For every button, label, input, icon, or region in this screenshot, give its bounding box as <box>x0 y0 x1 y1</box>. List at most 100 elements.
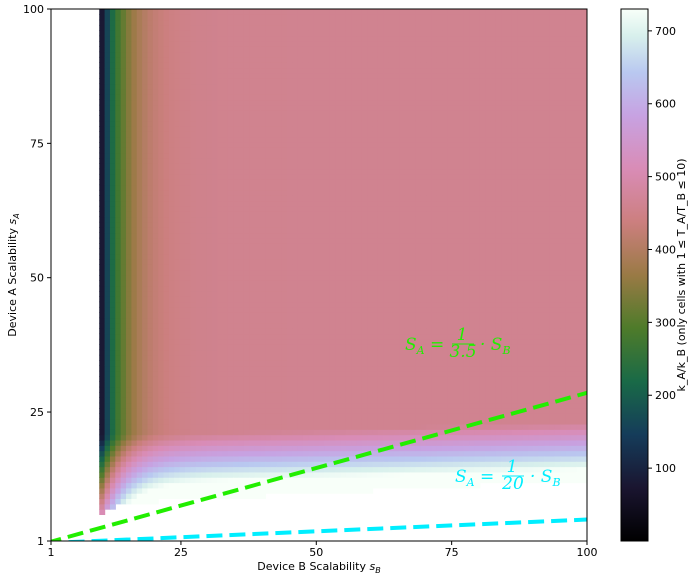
heatmap-cell <box>302 381 309 388</box>
heatmap-cell <box>227 99 234 106</box>
heatmap-cell <box>136 418 143 425</box>
heatmap-cell <box>340 466 347 473</box>
heatmap-cell <box>345 211 352 218</box>
heatmap-cell <box>174 184 181 191</box>
heatmap-cell <box>372 354 379 361</box>
heatmap-cell <box>356 189 363 196</box>
heatmap-cell <box>174 370 181 377</box>
heatmap-cell <box>179 72 186 79</box>
heatmap-cell <box>206 9 213 15</box>
heatmap-cell <box>233 450 240 457</box>
heatmap-cell <box>201 216 208 223</box>
heatmap-cell <box>308 259 315 265</box>
heatmap-cell <box>142 83 149 90</box>
heatmap-cell <box>383 104 390 111</box>
heatmap-cell <box>131 152 138 159</box>
heatmap-cell <box>142 285 149 292</box>
heatmap-cell <box>329 88 336 95</box>
heatmap-cell <box>377 360 384 367</box>
heatmap-cell <box>163 173 170 180</box>
heatmap-cell <box>270 312 277 319</box>
heatmap-cell <box>120 110 127 116</box>
heatmap-cell <box>195 402 202 409</box>
heatmap-cell <box>351 269 358 276</box>
heatmap-cell <box>120 376 127 382</box>
heatmap-cell <box>377 269 384 276</box>
heatmap-cell <box>195 72 202 79</box>
heatmap-cell <box>131 306 138 313</box>
heatmap-cell <box>367 62 374 69</box>
heatmap-cell <box>249 418 256 425</box>
heatmap-cell <box>115 317 122 324</box>
heatmap-cell <box>286 322 293 329</box>
heatmap-cell <box>243 72 250 79</box>
heatmap-cell <box>345 333 352 340</box>
heatmap-cell <box>126 455 132 462</box>
heatmap-cell <box>361 338 368 345</box>
heatmap-cell <box>345 290 352 297</box>
heatmap-cell <box>222 126 229 132</box>
heatmap-cell <box>227 445 234 452</box>
heatmap-cell <box>297 402 304 409</box>
heatmap-cell <box>163 152 170 159</box>
heatmap-cell <box>302 72 309 79</box>
heatmap-cell <box>243 237 250 244</box>
heatmap-cell <box>345 104 352 111</box>
heatmap-cell <box>254 413 261 420</box>
heatmap-cell <box>319 418 325 425</box>
heatmap-cell <box>142 62 149 69</box>
heatmap-cell <box>292 115 299 122</box>
heatmap-cell <box>297 354 304 361</box>
heatmap-cell <box>136 195 143 202</box>
heatmap-cell <box>163 195 170 202</box>
heatmap-cell <box>372 46 379 53</box>
heatmap-cell <box>351 30 358 37</box>
heatmap-cell <box>329 35 336 42</box>
heatmap-cell <box>163 205 170 212</box>
heatmap-cell <box>388 344 395 351</box>
heatmap-cell <box>217 211 224 218</box>
heatmap-cell <box>115 439 122 446</box>
heatmap-cell <box>319 354 325 361</box>
heatmap-cell <box>233 471 240 478</box>
heatmap-cell <box>238 381 245 388</box>
heatmap-cell <box>227 46 234 53</box>
heatmap-cell <box>142 338 149 345</box>
heatmap-cell <box>227 290 234 297</box>
heatmap-cell <box>142 136 149 143</box>
heatmap-cell <box>254 104 261 111</box>
heatmap-cell <box>356 115 363 122</box>
heatmap-cell <box>367 94 374 101</box>
heatmap-cell <box>286 221 293 228</box>
heatmap-cell <box>319 62 325 69</box>
heatmap-cell <box>206 322 213 329</box>
heatmap-cell <box>104 147 111 154</box>
heatmap-cell <box>217 328 224 335</box>
heatmap-cell <box>351 450 358 457</box>
heatmap-cell <box>211 56 218 63</box>
heatmap-cell <box>340 386 347 393</box>
heatmap-cell <box>345 216 352 223</box>
heatmap-cell <box>297 434 304 441</box>
heatmap-cell <box>345 253 352 260</box>
heatmap-cell <box>174 211 181 218</box>
heatmap-cell <box>377 157 384 164</box>
heatmap-cell <box>372 344 379 351</box>
heatmap-cell <box>168 275 175 281</box>
heatmap-cell <box>308 439 315 446</box>
heatmap-cell <box>313 349 320 356</box>
heatmap-cell <box>249 94 256 101</box>
heatmap-cell <box>174 333 181 340</box>
heatmap-cell <box>185 152 191 159</box>
heatmap-cell <box>377 120 384 127</box>
heatmap-cell <box>217 142 224 148</box>
heatmap-cell <box>185 455 191 462</box>
heatmap-cell <box>201 35 208 42</box>
heatmap-cell <box>152 110 159 116</box>
heatmap-cell <box>351 338 358 345</box>
heatmap-cell <box>136 211 143 218</box>
heatmap-cell <box>211 200 218 207</box>
heatmap-cell <box>356 195 363 202</box>
heatmap-cell <box>260 62 266 69</box>
heatmap-cell <box>158 62 165 69</box>
